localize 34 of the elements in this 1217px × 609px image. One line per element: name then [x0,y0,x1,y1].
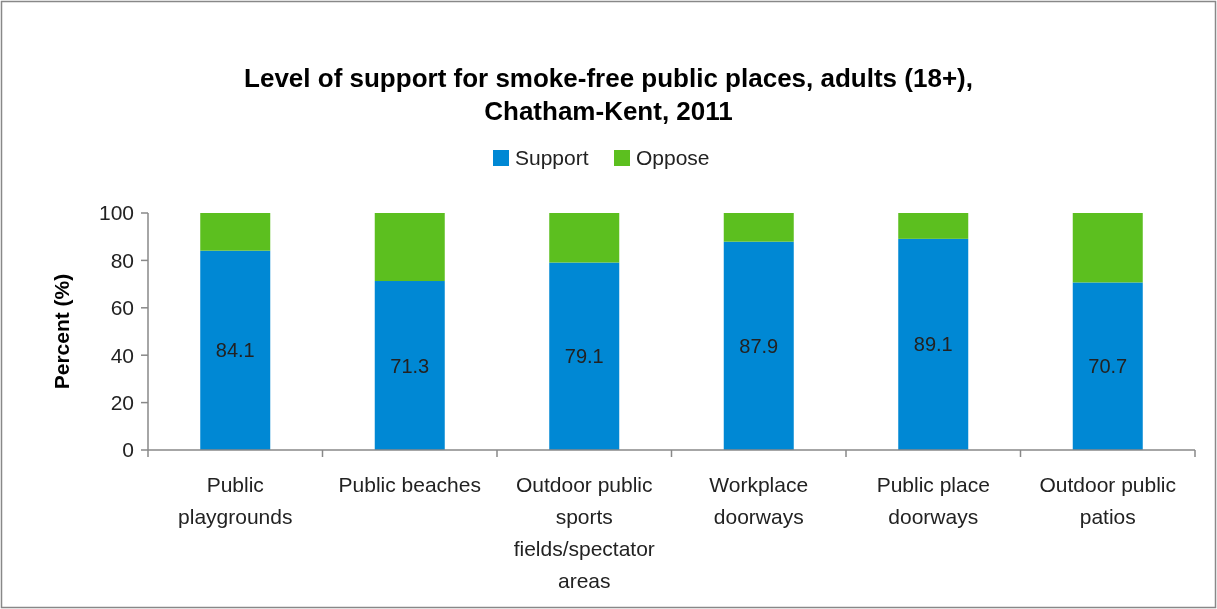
bar [549,262,620,450]
bar [723,213,794,242]
x-tick-label: Public beaches [338,473,481,497]
bar [374,213,445,282]
x-tick-label: Public playgrounds [178,473,293,529]
data-label: 84.1 [215,339,255,362]
bar [200,250,271,450]
legend-label: Support [515,146,589,170]
bar [374,281,445,450]
bar [549,213,620,263]
data-label: 71.3 [390,354,430,377]
x-tick-label: Outdoor public sports fields/spectator areas [513,473,655,593]
bar [200,213,271,251]
bar [898,238,969,450]
data-label: 79.1 [564,345,604,368]
chart-title: Level of support for smoke-free public places, adults (18+), Chatham-Kent, 2011 [244,63,973,127]
y-tick-label: 40 [110,343,134,367]
bar [1072,282,1143,450]
y-tick-label: 20 [110,390,134,414]
data-label: 87.9 [739,334,779,357]
bar [1072,213,1143,283]
data-label: 89.1 [913,333,953,356]
legend-label: Oppose [636,146,710,170]
x-tick-label: Workplace doorways [709,473,809,529]
y-axis-title: Percent (%) [50,273,74,390]
y-tick-label: 60 [110,296,134,320]
x-tick-label: Public place doorways [876,473,990,529]
y-tick-label: 100 [98,201,134,225]
y-tick-label: 0 [122,438,134,462]
x-tick-label: Outdoor public patios [1039,473,1177,529]
bar [898,213,969,239]
data-label: 70.7 [1088,355,1128,378]
bar [723,241,794,450]
y-tick-label: 80 [110,248,134,272]
